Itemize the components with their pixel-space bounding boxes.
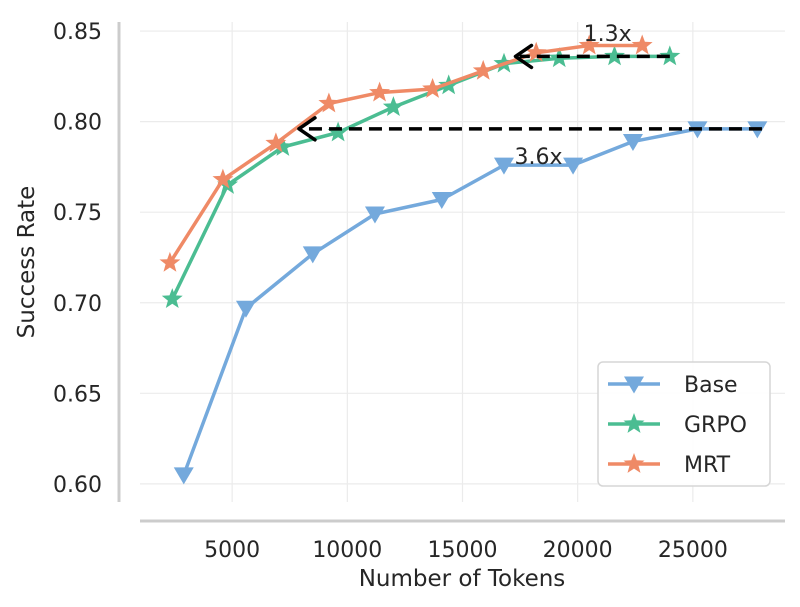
x-tick-label: 5000 [204, 538, 260, 563]
data-point [422, 78, 443, 98]
data-point [272, 136, 294, 156]
grid [140, 22, 785, 502]
x-axis-title: Number of Tokens [359, 566, 566, 592]
data-point [327, 121, 349, 142]
series-line-mrt [168, 43, 643, 264]
y-tick-label: 0.75 [53, 201, 102, 226]
data-point [493, 157, 514, 175]
annotations: 1.3x 3.6x [297, 22, 762, 170]
x-ticks: 5000 10000 15000 20000 25000 [204, 538, 728, 563]
annotation-arrow-head [513, 43, 534, 70]
data-point [604, 45, 625, 66]
x-tick-label: 20000 [543, 538, 613, 563]
data-point [659, 45, 681, 66]
y-ticks: 0.60 0.65 0.70 0.75 0.80 0.85 [53, 20, 102, 498]
series-grpo [161, 45, 681, 308]
series-line-grpo [170, 54, 670, 300]
legend-marker [623, 413, 645, 433]
axes [117, 22, 785, 523]
annotation-label: 1.3x [584, 22, 632, 47]
y-tick-label: 0.80 [53, 111, 102, 136]
x-tick-label: 25000 [658, 538, 728, 563]
speedup-annotation: 3.6x [297, 116, 762, 170]
x-tick-label: 15000 [428, 538, 498, 563]
legend-marker [623, 453, 645, 473]
series-base [173, 121, 768, 485]
data-point [161, 288, 183, 308]
data-point [369, 81, 390, 102]
speedup-annotation: 1.3x [513, 22, 670, 70]
y-tick-label: 0.65 [53, 382, 102, 407]
data-point [472, 59, 494, 80]
legend-label: Base [684, 373, 738, 398]
legend-label: MRT [684, 453, 731, 478]
series-mrt [159, 34, 653, 272]
legend-item-mrt[interactable]: MRT [608, 453, 731, 478]
y-tick-label: 0.85 [53, 20, 102, 45]
data-point [563, 157, 584, 175]
y-tick-label: 0.60 [53, 473, 102, 498]
legend-item-base[interactable]: Base [608, 373, 738, 398]
legend[interactable]: Base GRPO MRT [597, 361, 771, 487]
legend-box [597, 361, 771, 487]
data-point [578, 34, 600, 55]
data-point [159, 251, 181, 272]
legend-label: GRPO [684, 413, 747, 438]
data-point [173, 467, 194, 485]
legend-marker [624, 376, 644, 394]
data-point [622, 134, 643, 152]
data-point [631, 34, 653, 55]
data-point [265, 132, 287, 153]
data-point [525, 41, 547, 62]
annotation-arrow-head [297, 116, 317, 142]
data-point [318, 92, 340, 113]
data-point [364, 206, 385, 224]
data-point [235, 300, 256, 318]
x-tick-label: 10000 [312, 538, 382, 563]
y-axis-title: Success Rate [14, 186, 40, 339]
data-point [431, 192, 452, 210]
data-point [302, 246, 323, 264]
legend-item-grpo[interactable]: GRPO [608, 413, 747, 438]
y-tick-label: 0.70 [53, 292, 102, 317]
annotation-label: 3.6x [515, 145, 563, 170]
data-point [382, 96, 404, 116]
data-point [212, 168, 234, 189]
series-line-base [182, 127, 758, 476]
